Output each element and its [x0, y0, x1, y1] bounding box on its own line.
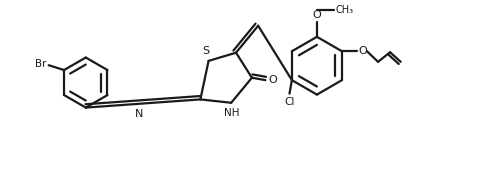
Text: Br: Br	[35, 59, 47, 69]
Text: CH₃: CH₃	[335, 5, 353, 15]
Text: Cl: Cl	[284, 97, 295, 107]
Text: NH: NH	[224, 108, 240, 118]
Text: O: O	[312, 10, 321, 20]
Text: O: O	[359, 46, 368, 56]
Text: N: N	[135, 109, 143, 119]
Text: S: S	[203, 46, 210, 56]
Text: O: O	[269, 75, 277, 85]
